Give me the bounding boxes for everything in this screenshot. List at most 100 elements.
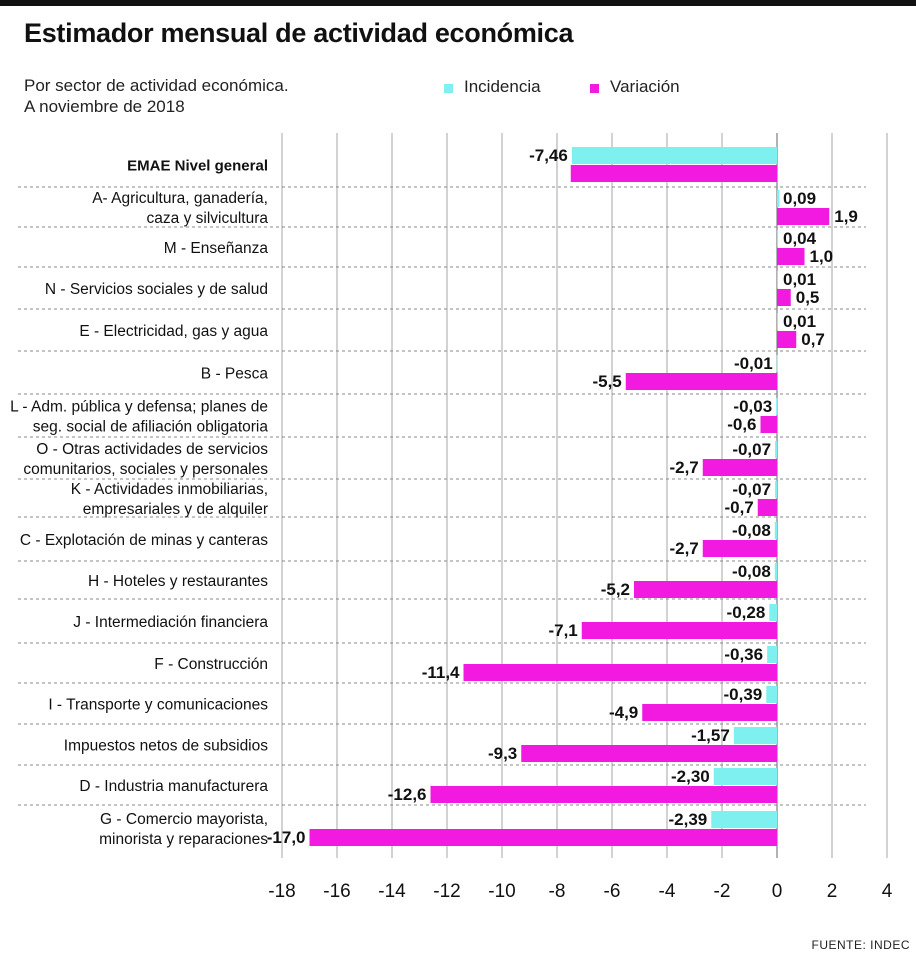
category-label: K - Actividades inmobiliarias, [71,481,268,498]
bar-incidencia [775,441,777,458]
category-label: minorista y reparaciones [99,831,268,848]
data-label-variacion: -5,5 [592,372,621,391]
bar-variacion [309,829,777,846]
x-tick-label: 0 [772,881,783,902]
category-label: O - Otras actividades de servicios [36,441,268,458]
data-label-variacion: -0,7 [724,498,753,517]
bar-variacion [625,373,777,390]
gridlines [281,133,888,858]
bar-variacion [521,745,777,762]
legend-label-incidencia: Incidencia [464,77,541,96]
bar-incidencia [774,563,777,580]
bar-incidencia [713,768,777,785]
chart-subtitle: Por sector de actividad económica. A nov… [24,75,354,117]
data-label-variacion: 1,9 [834,207,858,226]
category-label: C - Explotación de minas y canteras [20,532,268,549]
bar-variacion [702,459,777,476]
top-rule [0,0,916,6]
bar-incidencia [776,355,778,372]
chart-rows: EMAE Nivel general -7,46 A- Agricultura, g… [10,146,858,848]
data-label-incidencia: 0,01 [783,270,816,289]
bar-variacion [634,581,777,598]
data-label-incidencia: -2,39 [669,810,708,829]
data-label-variacion: -2,7 [669,458,698,477]
bar-incidencia [777,230,779,247]
data-label-incidencia: -7,46 [529,146,568,165]
legend-swatch-variacion [590,84,599,93]
category-label: Impuestos netos de subsidios [64,738,268,755]
data-label-incidencia: -0,28 [727,603,766,622]
category-label: F - Construcción [154,656,268,673]
x-tick-label: -16 [323,881,350,902]
data-label-variacion: -0,6 [727,415,756,434]
bar-variacion [777,248,805,265]
data-label-incidencia: -0,39 [724,685,763,704]
data-label-variacion: -2,7 [669,539,698,558]
data-label-variacion: -17,0 [267,828,306,847]
x-tick-label: -4 [659,881,676,902]
bar-variacion [463,664,777,681]
data-label-incidencia: -0,07 [732,440,771,459]
source-note: FUENTE: INDEC [811,938,910,952]
bar-variacion [757,499,777,516]
category-label: EMAE Nivel general [127,158,268,175]
category-label: D - Industria manufacturera [79,778,268,795]
category-label: E - Electricidad, gas y agua [79,323,268,340]
x-tick-label: 4 [882,881,893,902]
data-label-variacion: -11,4 [422,663,460,682]
category-label: seg. social de afiliación obligatoria [33,419,269,436]
category-label: M - Enseñanza [164,240,269,257]
bar-incidencia [777,271,778,288]
data-label-incidencia: -0,01 [734,354,773,373]
bar-incidencia [711,811,777,828]
data-label-variacion: -9,3 [488,744,517,763]
bar-incidencia [776,398,778,415]
category-label: H - Hoteles y restaurantes [88,573,268,590]
subtitle-line-1: Por sector de actividad económica. [24,76,289,95]
data-label-incidencia: 0,04 [783,229,817,248]
data-label-incidencia: 0,09 [783,189,816,208]
category-label: I - Transporte y comunicaciones [48,697,268,714]
data-label-variacion: 0,5 [796,288,820,307]
data-label-variacion: 0,7 [801,330,825,349]
category-label: empresariales y de alquiler [83,501,268,518]
bar-variacion [430,786,777,803]
data-label-incidencia: -0,36 [724,645,763,664]
category-label: comunitarios, sociales y personales [23,461,268,478]
x-axis: -18 -16 -14 -12 -10 -8 -6 -4 -2 0 2 4 [268,881,892,902]
x-tick-label: -10 [488,881,515,902]
data-label-incidencia: 0,01 [783,312,816,331]
bar-incidencia [769,604,777,621]
bar-incidencia [767,646,777,663]
data-label-variacion: -12,6 [388,785,427,804]
category-label: J - Intermediación financiera [73,614,268,631]
category-label: caza y silvicultura [147,210,269,227]
bar-incidencia [777,190,780,207]
legend-label-variacion: Variación [610,77,680,96]
bar-incidencia [733,727,777,744]
data-label-incidencia: -2,30 [671,767,710,786]
data-label-incidencia: -0,08 [732,521,771,540]
bar-variacion [777,331,797,348]
data-label-incidencia: -0,03 [733,397,772,416]
bar-incidencia [571,147,777,164]
bar-variacion [581,622,777,639]
data-label-incidencia: -0,07 [732,480,771,499]
x-tick-label: -6 [604,881,621,902]
data-label-variacion: -5,2 [601,580,630,599]
category-label: N - Servicios sociales y de salud [45,281,268,298]
subtitle-line-2: A noviembre de 2018 [24,97,185,116]
bar-variacion [777,208,830,225]
category-label: A- Agricultura, ganadería, [92,190,268,207]
bar-incidencia [774,522,777,539]
x-tick-label: 2 [827,881,838,902]
bar-variacion [760,416,777,433]
x-tick-label: -18 [268,881,295,902]
x-tick-label: -12 [433,881,460,902]
bar-variacion [570,165,777,182]
x-tick-label: -2 [714,881,731,902]
data-label-variacion: -7,1 [548,621,577,640]
bar-incidencia [777,313,778,330]
legend-swatch-incidencia [444,84,453,93]
